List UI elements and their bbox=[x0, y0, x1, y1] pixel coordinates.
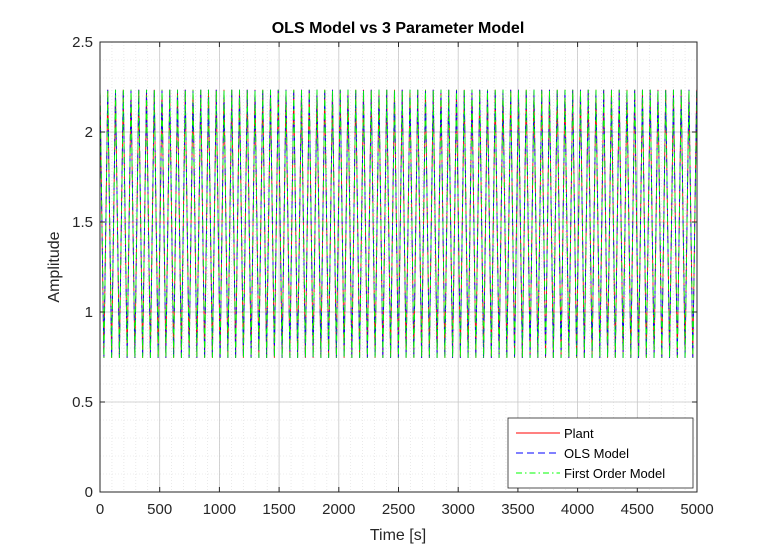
x-tick-label: 3000 bbox=[442, 501, 475, 518]
chart-title: OLS Model vs 3 Parameter Model bbox=[272, 20, 525, 37]
y-tick-label: 0.5 bbox=[72, 394, 93, 411]
x-tick-label: 0 bbox=[96, 501, 104, 518]
x-tick-label: 4500 bbox=[621, 501, 654, 518]
series-layer bbox=[99, 89, 698, 493]
x-tick-label: 5000 bbox=[680, 501, 713, 518]
x-axis-label: Time [s] bbox=[370, 527, 426, 544]
x-tick-label: 2000 bbox=[322, 501, 355, 518]
y-tick-label: 2 bbox=[85, 124, 93, 141]
y-axis-ticks: 0 0.5 1 1.5 2 2.5 bbox=[72, 34, 697, 501]
x-tick-label: 1000 bbox=[203, 501, 236, 518]
y-axis-label: Amplitude bbox=[46, 231, 63, 302]
x-axis-ticks: 0 500 1000 1500 2000 2500 3000 3500 4000 4500 5000 bbox=[96, 42, 714, 518]
y-tick-label: 2.5 bbox=[72, 34, 93, 51]
legend-entry-label: First Order Model bbox=[564, 466, 665, 481]
legend: Plant OLS Model First Order Model bbox=[507, 417, 694, 489]
y-tick-label: 1.5 bbox=[72, 214, 93, 231]
x-tick-label: 3500 bbox=[501, 501, 534, 518]
x-tick-label: 4000 bbox=[561, 501, 594, 518]
y-tick-label: 1 bbox=[85, 304, 93, 321]
x-tick-label: 1500 bbox=[262, 501, 295, 518]
legend-entry-label: Plant bbox=[564, 426, 594, 441]
x-tick-label: 500 bbox=[147, 501, 172, 518]
x-tick-label: 2500 bbox=[382, 501, 415, 518]
series-line-first-order-model bbox=[99, 89, 698, 493]
legend-entry-label: OLS Model bbox=[564, 446, 629, 461]
y-tick-label: 0 bbox=[85, 484, 93, 501]
